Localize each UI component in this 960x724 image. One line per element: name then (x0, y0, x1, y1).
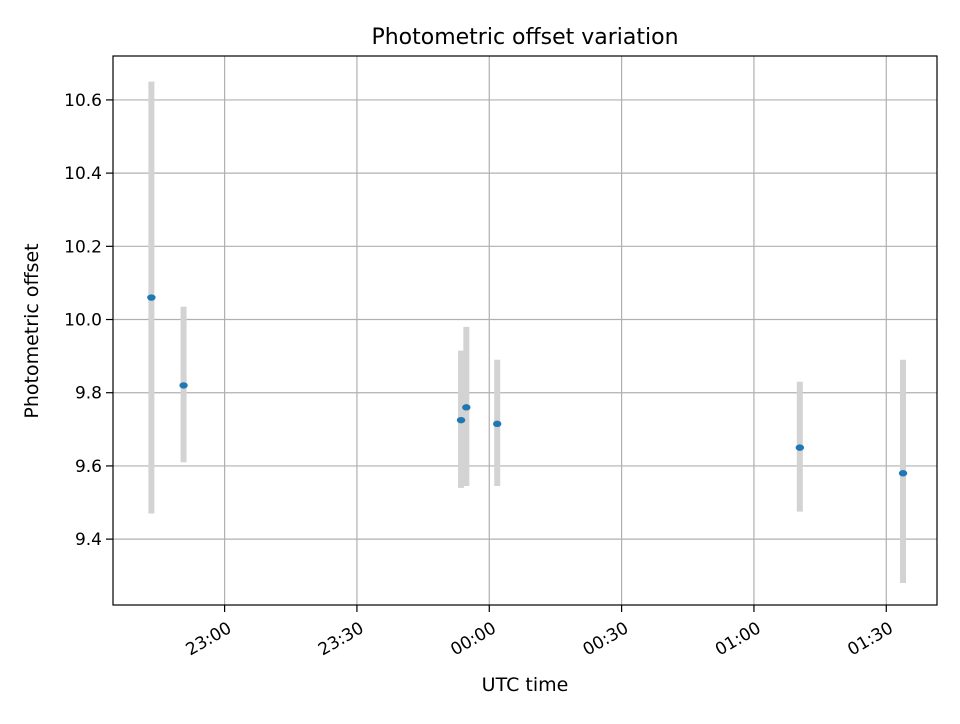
data-point (456, 416, 466, 424)
plot-frame (112, 55, 938, 606)
grid-layer (113, 56, 937, 605)
data-point (179, 382, 188, 389)
y-tick-label: 10.2 (64, 237, 102, 257)
y-tick-label: 10.6 (64, 91, 102, 111)
data-point (493, 420, 502, 428)
y-axis-label: Photometric offset (21, 243, 43, 418)
data-point (795, 444, 805, 451)
y-tick-label: 10.0 (64, 311, 102, 331)
y-tick-label: 10.4 (64, 164, 102, 184)
data-point (462, 404, 471, 411)
point-layer (147, 294, 908, 477)
y-tick-label: 9.6 (75, 457, 102, 477)
y-tick-label: 9.8 (75, 384, 102, 404)
chart-title: Photometric offset variation (371, 25, 678, 50)
data-point (147, 294, 156, 301)
x-axis-label: UTC time (482, 674, 569, 696)
data-point (898, 470, 908, 477)
y-tick-label: 9.4 (75, 530, 102, 550)
